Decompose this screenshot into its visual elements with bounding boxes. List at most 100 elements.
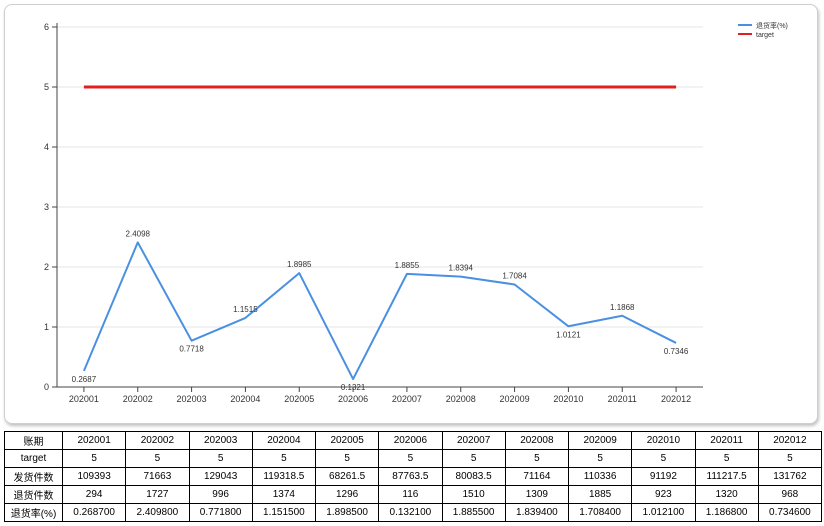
data-label: 0.7718 bbox=[179, 345, 204, 354]
table-cell: 71164 bbox=[504, 467, 570, 486]
table-header-cell: 202004 bbox=[251, 431, 317, 450]
data-label: 1.8855 bbox=[395, 261, 420, 270]
table-cell: 5 bbox=[314, 449, 380, 468]
table-cell: 68261.5 bbox=[314, 467, 380, 486]
table-cell: 5 bbox=[631, 449, 696, 468]
table-row-label: 退货件数 bbox=[4, 485, 63, 504]
table-header-cell: 202012 bbox=[757, 431, 823, 450]
y-tick-label: 3 bbox=[44, 202, 49, 212]
table-cell: 1320 bbox=[694, 485, 759, 504]
table-cell: 131762 bbox=[757, 467, 823, 486]
data-label: 0.7346 bbox=[664, 347, 689, 356]
table-cell: 5 bbox=[441, 449, 506, 468]
table-cell: 5 bbox=[61, 449, 127, 468]
x-tick-label: 202001 bbox=[69, 394, 99, 404]
x-tick-label: 202012 bbox=[661, 394, 691, 404]
table-cell: 5 bbox=[378, 449, 443, 468]
table-row-label: 发货件数 bbox=[4, 467, 63, 486]
table-header-cell: 202005 bbox=[314, 431, 380, 450]
data-label: 1.7084 bbox=[502, 271, 527, 280]
table-cell: 1.012100 bbox=[631, 503, 696, 522]
table-header-cell: 202001 bbox=[61, 431, 127, 450]
legend-label: target bbox=[756, 32, 774, 39]
table-cell: 119318.5 bbox=[251, 467, 317, 486]
data-label: 0.1321 bbox=[341, 383, 366, 392]
table-header-row: 账期 202001 202002 202003 202004 202005 202006 2… bbox=[4, 431, 823, 450]
series-line-return-rate bbox=[82, 241, 677, 381]
table-cell: 1727 bbox=[125, 485, 190, 504]
line-chart: 0 1 2 3 4 5 6 202001 202002 202003 202004 202005 202… bbox=[44, 21, 788, 404]
table-row: target 5 5 5 5 5 5 5 5 5 5 5 5 bbox=[4, 449, 823, 468]
legend-label: 退货率(%) bbox=[756, 21, 788, 30]
table-header-cell: 202010 bbox=[631, 431, 696, 450]
table-cell: 1.708400 bbox=[567, 503, 633, 522]
x-tick-label: 202007 bbox=[392, 394, 422, 404]
data-label-layer: 0.2687 2.4098 0.7718 1.1515 1.8985 0.1321 1.88… bbox=[72, 229, 689, 392]
table-body: target 5 5 5 5 5 5 5 5 5 5 5 5 发货件数 109393 71663 129043 1… bbox=[4, 449, 823, 522]
table-cell: 1296 bbox=[314, 485, 380, 504]
axis-layer: 0 1 2 3 4 5 6 202001 202002 202003 202004 202005 202… bbox=[44, 22, 703, 404]
table-cell: 5 bbox=[694, 449, 759, 468]
table-row-label: 退货率(%) bbox=[4, 503, 63, 522]
x-tick-label: 202011 bbox=[608, 394, 637, 404]
table-header-cell: 202002 bbox=[125, 431, 190, 450]
table-cell: 129043 bbox=[188, 467, 253, 486]
table-cell: 110336 bbox=[567, 467, 633, 486]
x-tick-label: 202005 bbox=[284, 394, 314, 404]
y-tick-label: 6 bbox=[44, 22, 49, 32]
table-cell: 1.151500 bbox=[251, 503, 317, 522]
table-header-cell: 202008 bbox=[504, 431, 570, 450]
data-label: 1.8394 bbox=[449, 264, 474, 273]
table-cell: 1.885500 bbox=[441, 503, 506, 522]
table-row-label: target bbox=[4, 449, 63, 468]
y-tick-label: 0 bbox=[44, 382, 49, 392]
table-cell: 0.771800 bbox=[188, 503, 253, 522]
x-tick-label: 202010 bbox=[553, 394, 583, 404]
table-row: 发货件数 109393 71663 129043 119318.5 68261.5 8776… bbox=[4, 467, 823, 486]
x-tick-label: 202002 bbox=[123, 394, 153, 404]
data-label: 1.1515 bbox=[233, 305, 258, 314]
data-label: 1.8985 bbox=[287, 260, 312, 269]
table-header-cell: 202009 bbox=[567, 431, 633, 450]
x-tick-label: 202006 bbox=[338, 394, 368, 404]
table-cell: 0.734600 bbox=[757, 503, 823, 522]
x-tick-label: 202009 bbox=[500, 394, 530, 404]
table-cell: 5 bbox=[757, 449, 823, 468]
table-cell: 111217.5 bbox=[694, 467, 759, 486]
table-cell: 80083.5 bbox=[441, 467, 506, 486]
table-cell: 1510 bbox=[441, 485, 506, 504]
table-header-cell: 202007 bbox=[441, 431, 506, 450]
table-cell: 1309 bbox=[504, 485, 570, 504]
table-row: 退货率(%) 0.268700 2.409800 0.771800 1.151500 1.… bbox=[4, 503, 823, 522]
table-cell: 294 bbox=[61, 485, 127, 504]
table-cell: 1885 bbox=[567, 485, 633, 504]
table-cell: 996 bbox=[188, 485, 253, 504]
table-cell: 1.186800 bbox=[694, 503, 759, 522]
x-tick-label: 202004 bbox=[230, 394, 260, 404]
table-cell: 5 bbox=[567, 449, 633, 468]
chart-panel: 0 1 2 3 4 5 6 202001 202002 202003 202004 202005 202… bbox=[4, 4, 818, 424]
x-tick-label: 202008 bbox=[446, 394, 476, 404]
table-cell: 5 bbox=[125, 449, 190, 468]
y-tick-label: 5 bbox=[44, 82, 49, 92]
series-layer bbox=[82, 85, 677, 381]
table-cell: 5 bbox=[251, 449, 317, 468]
table-cell: 1374 bbox=[251, 485, 317, 504]
y-tick-label: 1 bbox=[44, 322, 49, 332]
table-cell: 923 bbox=[631, 485, 696, 504]
table-header-cell: 202003 bbox=[188, 431, 253, 450]
table-cell: 1.839400 bbox=[504, 503, 570, 522]
data-label: 1.0121 bbox=[556, 330, 581, 339]
table-header-cell: 202011 bbox=[694, 431, 759, 450]
table-cell: 109393 bbox=[61, 467, 127, 486]
table-header-cell: 202006 bbox=[378, 431, 443, 450]
data-label: 2.4098 bbox=[126, 229, 151, 238]
table-row: 退货件数 294 1727 996 1374 1296 116 1510 1309 1885 923… bbox=[4, 485, 823, 504]
table-cell: 71663 bbox=[125, 467, 190, 486]
data-table: 账期 202001 202002 202003 202004 202005 202006 2… bbox=[4, 431, 823, 522]
x-tick-label: 202003 bbox=[177, 394, 207, 404]
data-label: 1.1868 bbox=[610, 303, 635, 312]
data-label: 0.2687 bbox=[72, 375, 97, 384]
table-cell: 116 bbox=[378, 485, 443, 504]
table-cell: 0.268700 bbox=[61, 503, 127, 522]
